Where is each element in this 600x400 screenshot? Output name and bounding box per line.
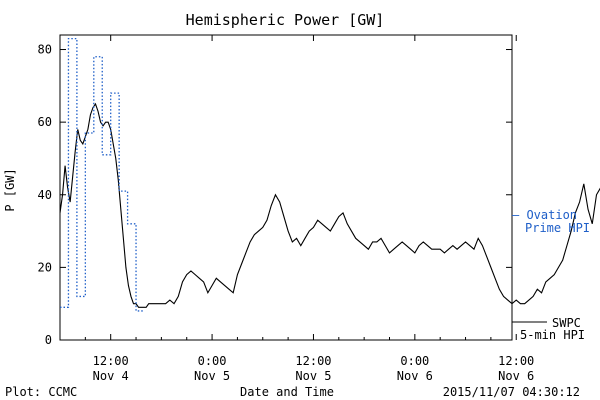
legend-swpc-label-2: 5-min HPI [520, 328, 585, 342]
x-tick-date-label: Nov 6 [397, 369, 433, 383]
legend-ovation-label-2: Prime HPI [525, 221, 590, 235]
x-tick-date-label: Nov 6 [498, 369, 534, 383]
x-tick-time-label: 12:00 [498, 354, 534, 368]
legend-swpc-label-1: SWPC [552, 316, 581, 330]
x-tick-date-label: Nov 5 [194, 369, 230, 383]
y-axis: 0 20 40 60 80 [38, 43, 512, 347]
x-tick-date-label: Nov 4 [93, 369, 129, 383]
legend-ovation-label-1: — Ovation [512, 208, 577, 222]
y-tick-label: 40 [38, 188, 52, 202]
y-tick-label: 60 [38, 115, 52, 129]
x-tick-time-label: 0:00 [198, 354, 227, 368]
series-swpc-5min-hpi [59, 102, 600, 308]
chart-title: Hemispheric Power [GW] [186, 11, 385, 29]
plot-credit: Plot: CCMC [5, 385, 77, 399]
y-tick-label: 20 [38, 260, 52, 274]
x-tick-time-label: 12:00 [93, 354, 129, 368]
y-tick-label: 0 [45, 333, 52, 347]
x-tick-time-label: 0:00 [400, 354, 429, 368]
x-axis-label: Date and Time [240, 385, 334, 399]
x-tick-date-label: Nov 5 [295, 369, 331, 383]
series-layer [59, 37, 600, 312]
y-tick-label: 80 [38, 43, 52, 57]
plot-timestamp: 2015/11/07 04:30:12 [443, 385, 580, 399]
y-axis-label: P [GW] [3, 168, 17, 211]
plot-frame [59, 34, 513, 341]
x-tick-time-label: 12:00 [295, 354, 331, 368]
